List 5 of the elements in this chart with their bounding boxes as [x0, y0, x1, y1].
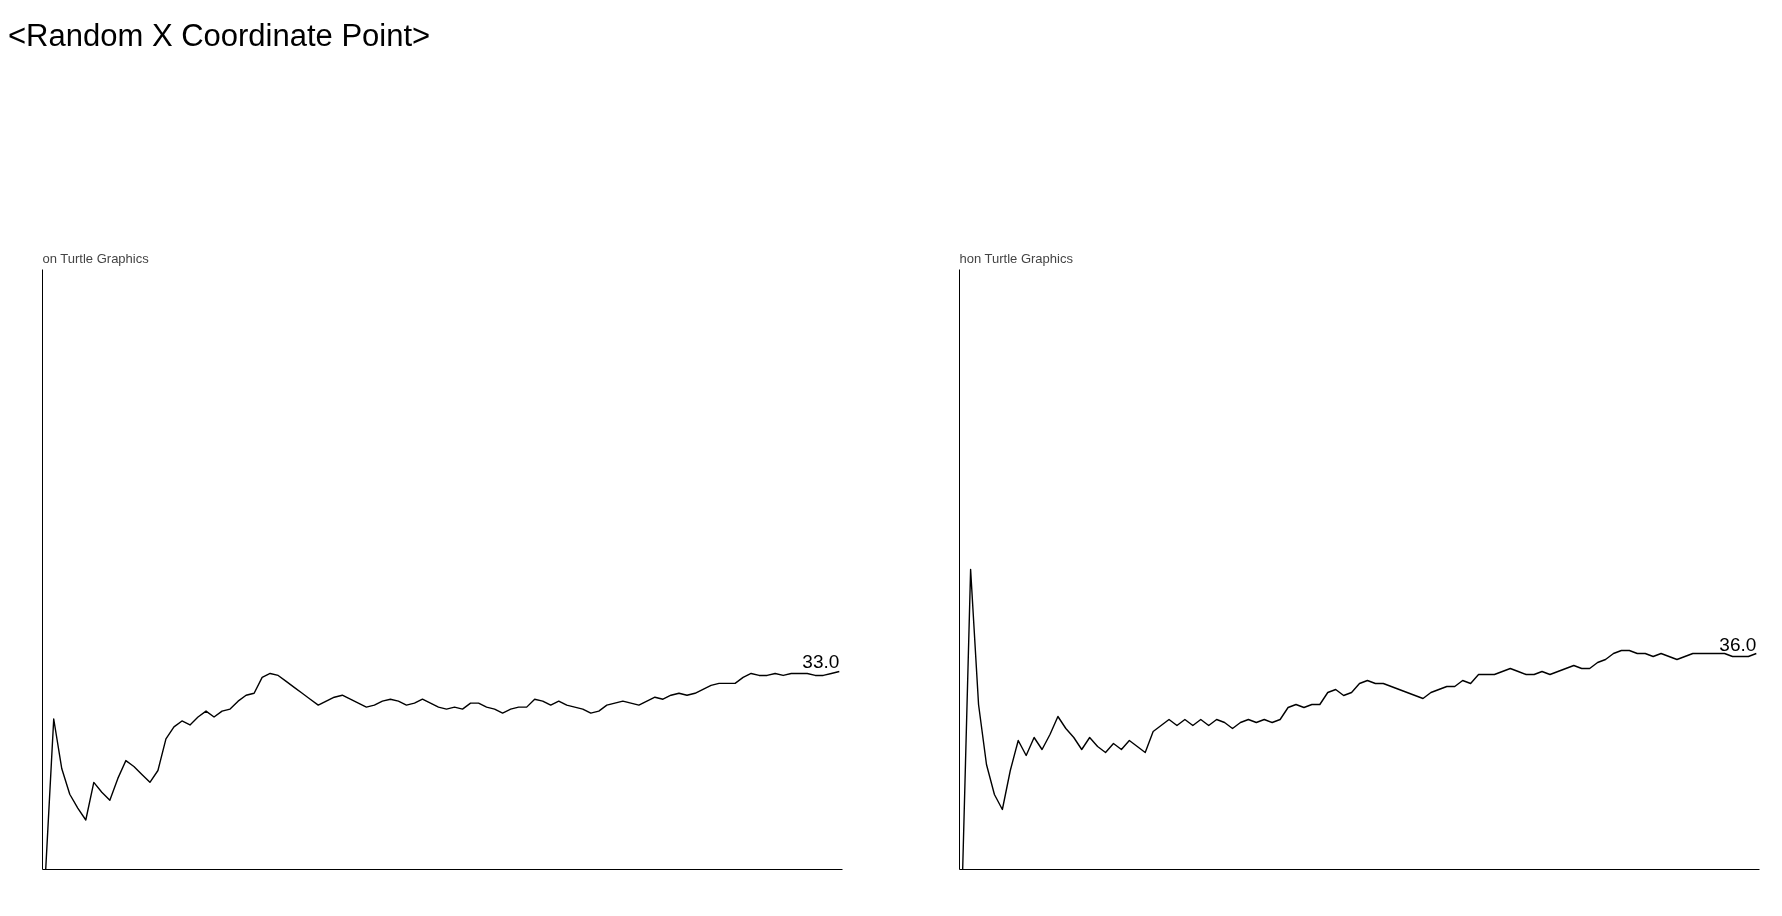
chart-subtitle: hon Turtle Graphics	[959, 250, 1074, 266]
chart-subtitle: on Turtle Graphics	[42, 250, 150, 266]
annotation: 33.0	[802, 651, 840, 673]
chart-title: <Random X Coordinate Point>	[8, 17, 431, 55]
annotation: 36.0	[1719, 633, 1757, 655]
